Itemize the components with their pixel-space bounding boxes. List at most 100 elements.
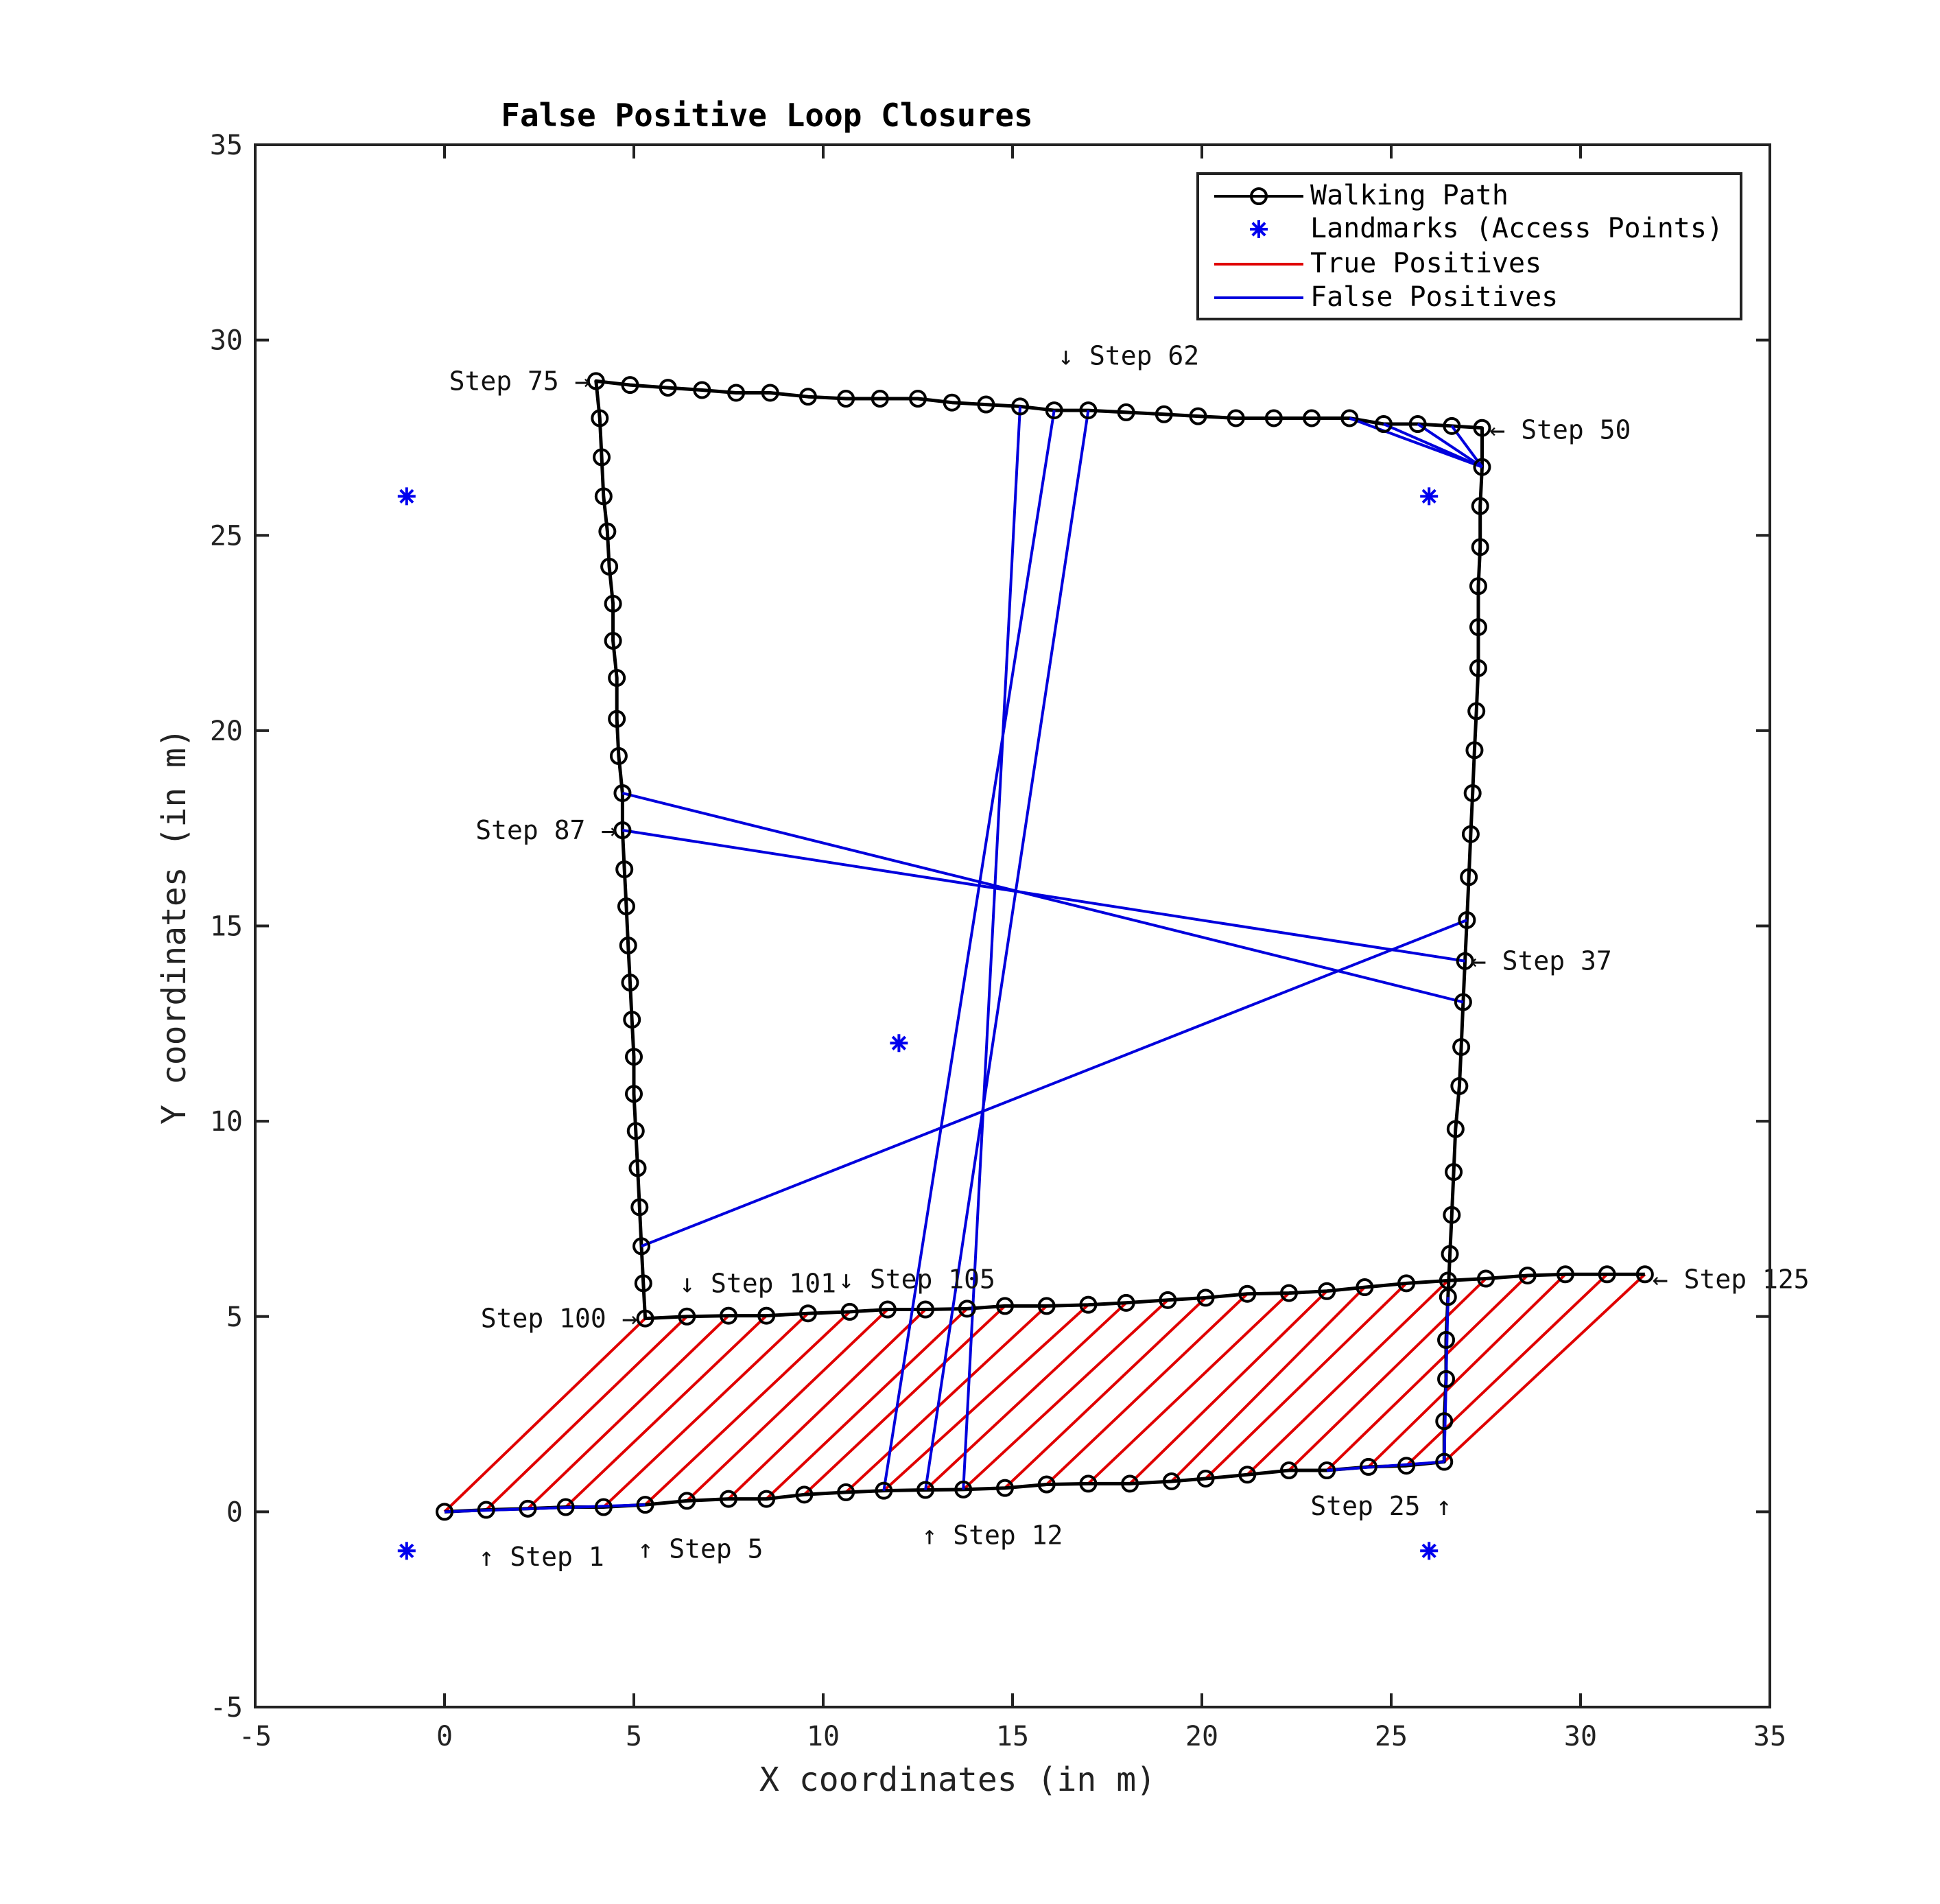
- walking-path-point: [1435, 1412, 1454, 1431]
- walking-path-point: [799, 1304, 817, 1323]
- walking-path-point: [727, 384, 746, 402]
- walking-path-point: [795, 1485, 814, 1504]
- walking-path-point: [608, 669, 626, 687]
- walking-path-point: [625, 1048, 643, 1066]
- walking-path-point: [840, 1302, 859, 1321]
- true-positive-line: [644, 1311, 851, 1506]
- walking-path-point: [1461, 825, 1480, 843]
- walking-path-point: [1460, 868, 1478, 886]
- walking-path-point: [1443, 1206, 1461, 1224]
- walking-path-point: [623, 1011, 641, 1029]
- true-positive-line: [485, 1315, 688, 1511]
- walking-path-point: [1196, 1469, 1215, 1488]
- walking-path-point: [1445, 1163, 1463, 1182]
- step-annotation: ← Step 50: [1490, 415, 1631, 445]
- walking-path-point: [1450, 1077, 1469, 1095]
- true-positive-line: [1443, 1273, 1646, 1463]
- false-positive-line: [1327, 1460, 1445, 1472]
- plot-area: Step 75 → ↓ Step 62 ← Step 50 Step 87 → ← St…: [397, 340, 1810, 1572]
- true-positive-line: [1367, 1273, 1567, 1468]
- walking-path-point: [604, 594, 622, 613]
- walking-path-point: [1518, 1266, 1537, 1284]
- true-positive-line: [602, 1312, 809, 1508]
- true-positive-line: [727, 1308, 927, 1501]
- walking-path-point: [1469, 577, 1487, 596]
- walking-path-point: [1159, 1291, 1177, 1309]
- walking-path-point: [943, 393, 961, 412]
- true-positive-line: [1045, 1293, 1249, 1485]
- walking-path-point: [604, 631, 622, 650]
- walking-path-point: [1356, 1278, 1374, 1297]
- walking-path-point: [1467, 702, 1486, 720]
- legend-walking-path-label: Walking Path: [1310, 180, 1509, 211]
- walking-path-point: [1463, 784, 1482, 802]
- walking-path-point: [1079, 401, 1098, 420]
- true-positive-line: [1128, 1290, 1328, 1485]
- walking-path-point: [626, 1122, 645, 1140]
- legend-false-positives-label: False Positives: [1310, 281, 1558, 313]
- walking-path-point: [593, 448, 611, 467]
- false-positive-line: [1443, 1297, 1450, 1462]
- walking-path-point: [1121, 1474, 1139, 1493]
- walking-path-point: [625, 1085, 643, 1103]
- walking-path-point: [1279, 1461, 1298, 1480]
- x-tick-label: 30: [1564, 1721, 1597, 1752]
- walking-path-point: [436, 1503, 453, 1521]
- true-positive-line: [803, 1304, 1006, 1496]
- x-axis-label: X coordinates (in m): [759, 1761, 1156, 1799]
- step-annotation: ← Step 37: [1471, 946, 1612, 976]
- walking-path-point: [757, 1490, 776, 1508]
- walking-path-point: [1454, 993, 1472, 1011]
- false-positive-line: [1383, 423, 1483, 469]
- true-positive-line: [565, 1315, 768, 1508]
- landmark-asterisk-icon: [397, 1542, 416, 1560]
- walking-path-point: [632, 1237, 651, 1256]
- walking-path-point: [1374, 415, 1393, 434]
- legend-box: [1196, 172, 1742, 320]
- false-positive-line: [444, 1503, 646, 1514]
- walking-path-point: [594, 1498, 613, 1516]
- walking-path-point: [1011, 397, 1030, 416]
- walking-path-point: [598, 522, 617, 541]
- x-tick-label: 10: [807, 1721, 840, 1752]
- walking-path-point: [799, 388, 817, 406]
- walking-path-point: [1458, 910, 1476, 929]
- walking-path-point: [1189, 407, 1207, 425]
- walking-path-point: [659, 379, 677, 397]
- walking-path-point: [600, 557, 619, 576]
- step-annotation: ↓ Step 101: [679, 1268, 836, 1298]
- true-positive-line: [527, 1315, 730, 1510]
- step-annotation: ↑ Step 1: [479, 1542, 604, 1572]
- walking-path-point: [1196, 1289, 1215, 1307]
- true-positive-line: [1004, 1296, 1207, 1490]
- true-positive-line: [765, 1307, 969, 1501]
- walking-path-point: [1162, 1472, 1181, 1490]
- chart-title: False Positive Loop Closures: [501, 97, 1032, 134]
- walking-path-point: [1079, 1295, 1098, 1314]
- x-tick-label: 25: [1375, 1721, 1408, 1752]
- walking-path-point: [954, 1480, 973, 1498]
- false-positive-line: [962, 406, 1022, 1490]
- walking-path-point: [630, 1198, 649, 1217]
- walking-path-point: [634, 1274, 652, 1293]
- x-tick-label: -5: [239, 1721, 272, 1752]
- y-tick-label: 5: [226, 1302, 243, 1333]
- walking-path-point: [757, 1306, 776, 1325]
- legend-landmark-asterisk-icon: [1250, 220, 1268, 238]
- true-positive-line: [1288, 1278, 1487, 1472]
- step-annotation: ↓ Step 62: [1058, 340, 1199, 371]
- false-positive-line: [622, 792, 1464, 1004]
- walking-path-point: [995, 1479, 1014, 1497]
- walking-path-point: [1079, 1474, 1098, 1493]
- x-tick-label: 5: [626, 1721, 642, 1752]
- true-positive-line: [685, 1308, 889, 1502]
- walking-path-point: [636, 1309, 654, 1328]
- true-positive-line: [1405, 1273, 1609, 1467]
- x-tick-label: 15: [996, 1721, 1029, 1752]
- y-axis-label: Y coordinates (in m): [155, 728, 193, 1125]
- step-annotation: ↓ Step 105: [838, 1265, 995, 1295]
- walking-path-point: [1556, 1265, 1574, 1284]
- walking-path-point: [1473, 458, 1491, 476]
- walking-path-point: [761, 384, 779, 402]
